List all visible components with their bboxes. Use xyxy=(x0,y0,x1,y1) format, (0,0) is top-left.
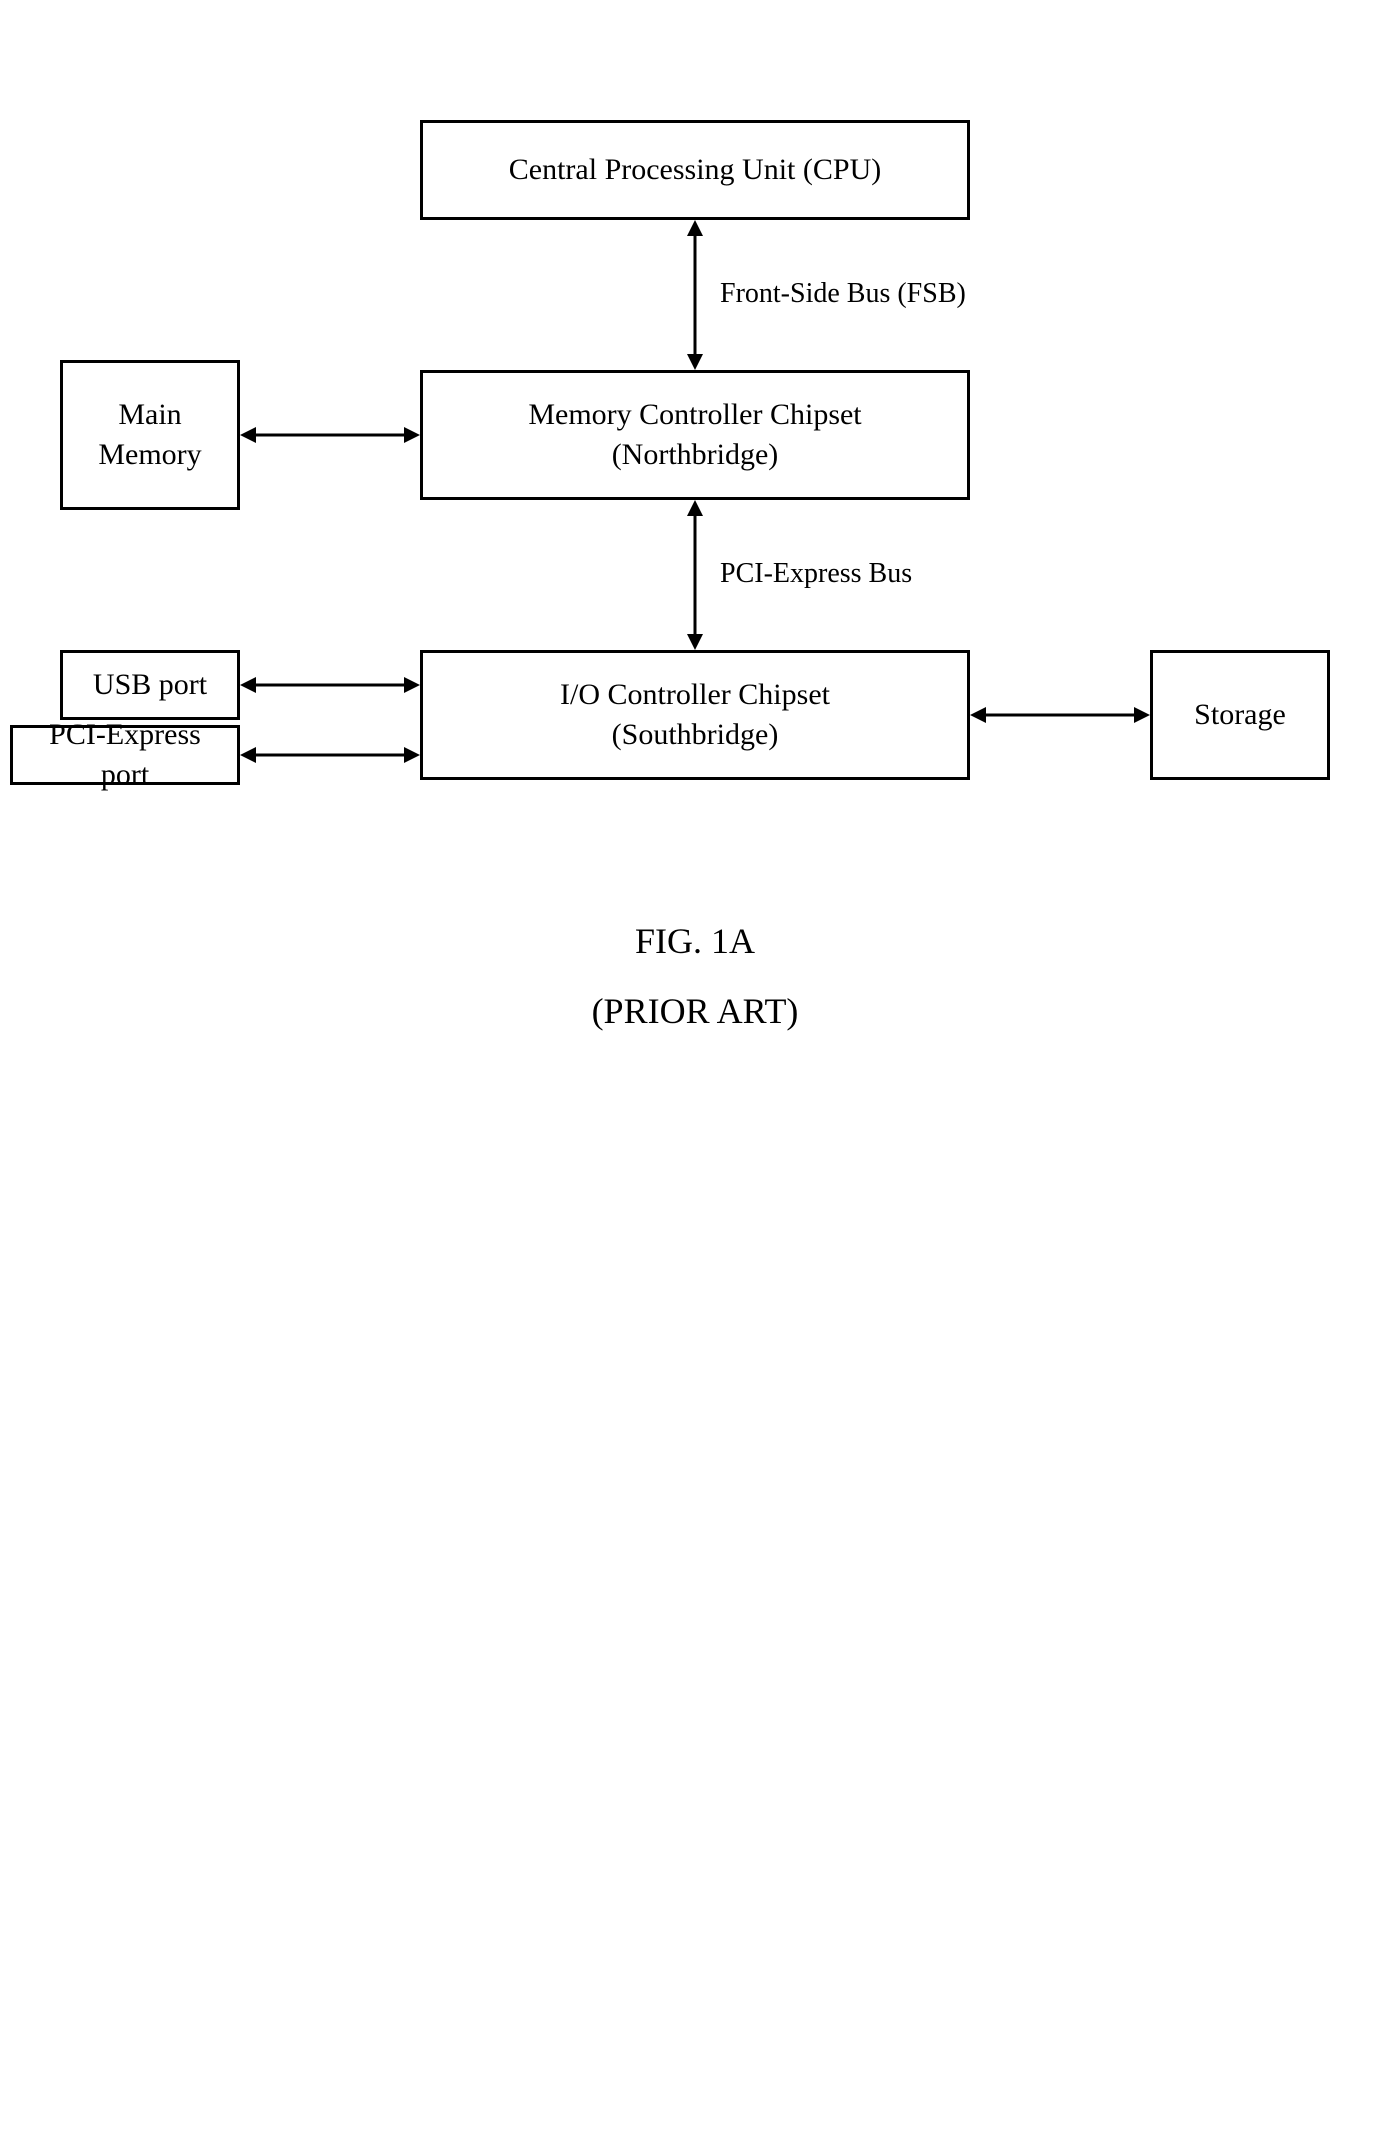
node-cpu: Central Processing Unit (CPU) xyxy=(420,120,970,220)
node-storage: Storage xyxy=(1150,650,1330,780)
node-northbridge-label-line1: Memory Controller Chipset xyxy=(528,395,861,436)
node-main-memory: MainMemory xyxy=(60,360,240,510)
edge-pci-bus xyxy=(678,500,712,650)
node-usb-port-label: USB port xyxy=(93,665,207,706)
edge-main-memory xyxy=(240,418,420,452)
node-usb-port: USB port xyxy=(60,650,240,720)
node-southbridge-label-line2: (Southbridge) xyxy=(612,715,779,756)
edge-fsb xyxy=(678,220,712,370)
edge-storage xyxy=(970,698,1150,732)
node-southbridge-label-line1: I/O Controller Chipset xyxy=(560,675,830,716)
node-pci-express-port-label: PCI-Express port xyxy=(23,715,227,796)
node-northbridge: Memory Controller Chipset (Northbridge) xyxy=(420,370,970,500)
edge-fsb-label: Front-Side Bus (FSB) xyxy=(720,278,966,310)
edge-usb xyxy=(240,668,420,702)
node-pci-express-port: PCI-Express port xyxy=(10,725,240,785)
figure-caption: FIG. 1A xyxy=(0,920,1390,962)
node-main-memory-label: MainMemory xyxy=(73,395,227,476)
node-southbridge: I/O Controller Chipset (Southbridge) xyxy=(420,650,970,780)
edge-pci-bus-label: PCI-Express Bus xyxy=(720,558,912,590)
node-northbridge-label-line2: (Northbridge) xyxy=(612,435,779,476)
edge-pcie xyxy=(240,738,420,772)
node-cpu-label: Central Processing Unit (CPU) xyxy=(509,150,881,191)
node-storage-label: Storage xyxy=(1194,695,1286,736)
prior-art-caption: (PRIOR ART) xyxy=(0,990,1390,1032)
